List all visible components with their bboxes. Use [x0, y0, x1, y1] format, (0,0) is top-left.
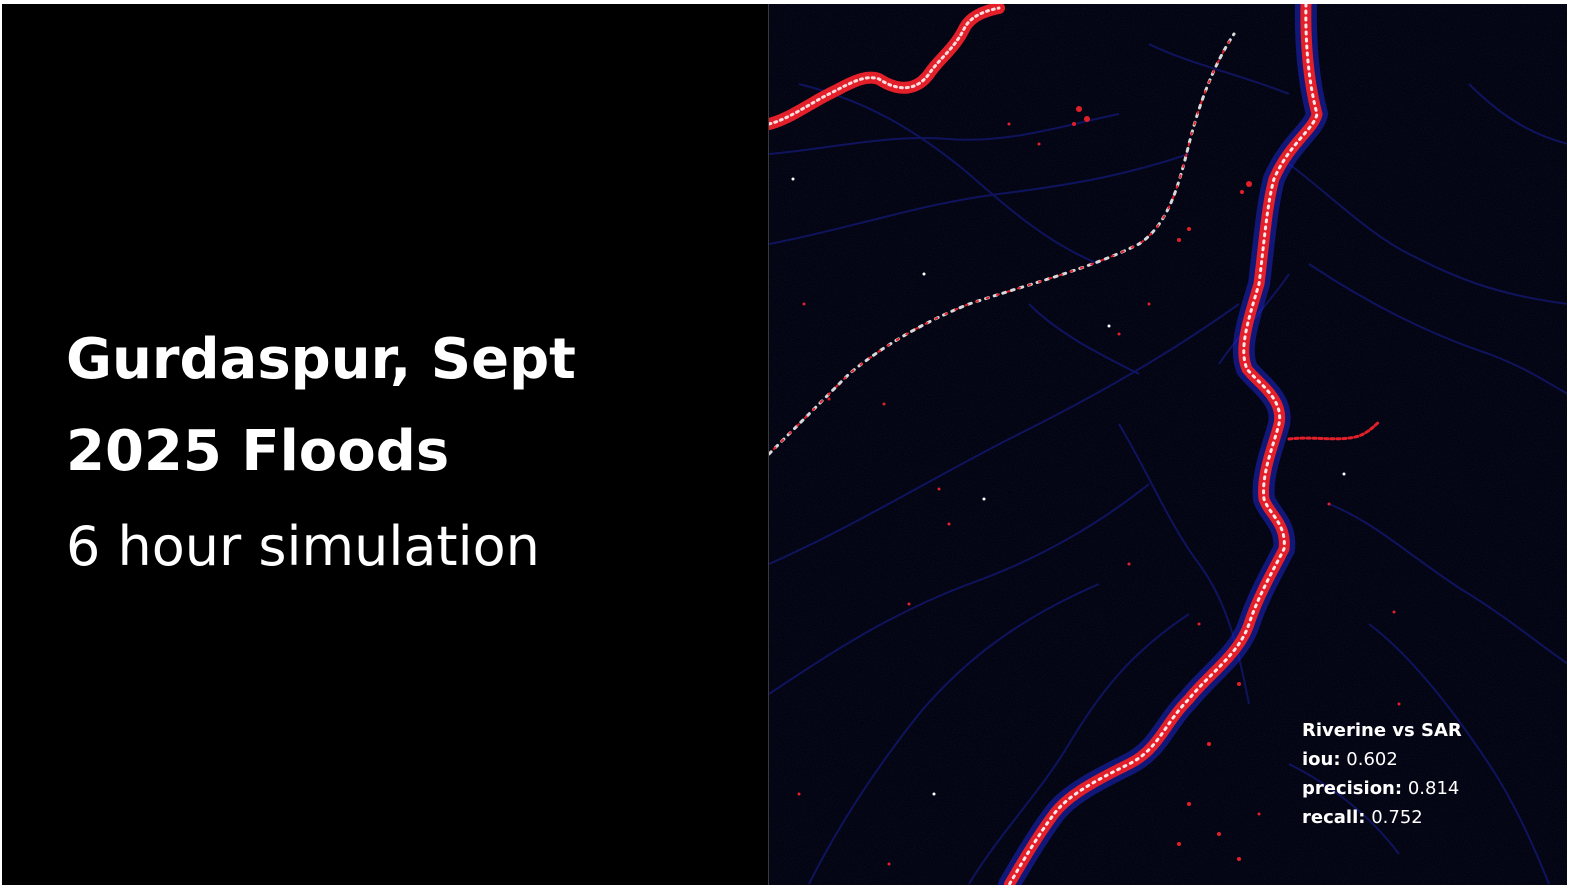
- slide: Gurdaspur, Sept 2025 Floods 6 hour simul…: [2, 4, 1567, 885]
- title-panel: Gurdaspur, Sept 2025 Floods 6 hour simul…: [2, 4, 768, 885]
- metric-recall-label: recall:: [1302, 807, 1366, 828]
- scattered-observed-pixels: [791, 177, 1346, 796]
- northwest-river-agreement: [769, 6, 1001, 126]
- title-line-1: Gurdaspur, Sept: [66, 327, 576, 392]
- metric-recall-value: 0.752: [1371, 807, 1423, 828]
- metric-iou-label: iou:: [1302, 749, 1341, 770]
- canal-dotted-flood-red: [769, 33, 1235, 455]
- title-line-2: 2025 Floods: [66, 419, 450, 484]
- side-channel-flood: [1287, 420, 1381, 441]
- metric-recall: recall: 0.752: [1302, 803, 1462, 832]
- river-agreement: [1007, 4, 1319, 885]
- scattered-flood-pixels: [797, 106, 1401, 866]
- slide-title: Gurdaspur, Sept 2025 Floods: [66, 314, 576, 498]
- metric-precision-value: 0.814: [1407, 778, 1460, 799]
- metric-precision-label: precision:: [1302, 778, 1403, 799]
- metrics-overlay: Riverine vs SAR iou: 0.602 precision: 0.…: [1302, 716, 1462, 832]
- flood-map: Riverine vs SAR iou: 0.602 precision: 0.…: [768, 4, 1567, 885]
- metric-iou-value: 0.602: [1346, 749, 1398, 770]
- flood-map-image: [769, 4, 1567, 885]
- metric-precision: precision: 0.814: [1302, 774, 1462, 803]
- metric-iou: iou: 0.602: [1302, 745, 1462, 774]
- slide-subtitle: 6 hour simulation: [66, 515, 540, 578]
- metrics-heading: Riverine vs SAR: [1302, 720, 1462, 741]
